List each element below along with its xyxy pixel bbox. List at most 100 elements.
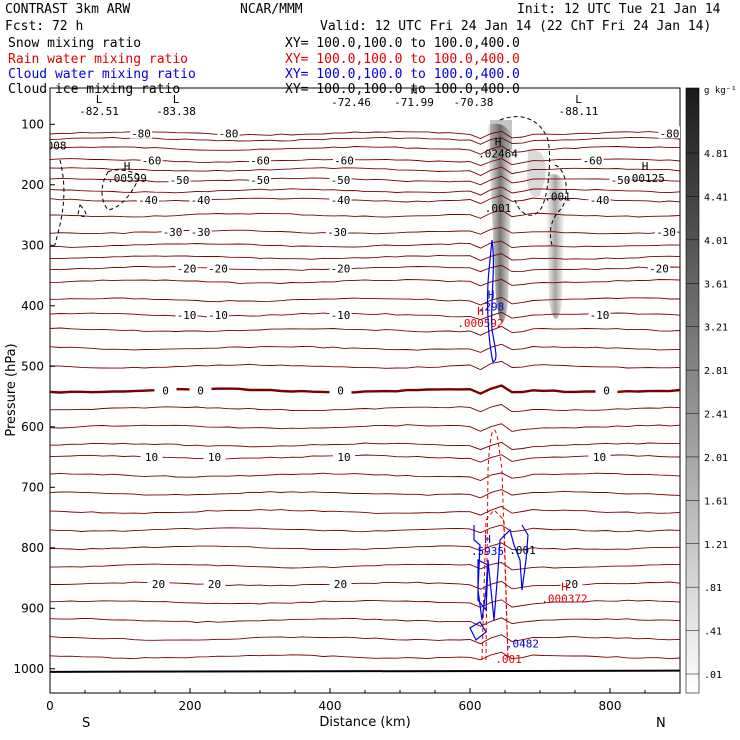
extremum-marker: H <box>488 289 495 302</box>
y-tick-label: 100 <box>21 117 44 131</box>
contour-label: -80 <box>219 127 239 140</box>
field-xy-rain: XY= 100.0,100.0 to 100.0,400.0 <box>285 52 520 67</box>
colorbar-tick-label: 4.81 <box>704 149 728 160</box>
y-tick-label: 500 <box>21 359 44 373</box>
contour-label-bg <box>329 577 352 590</box>
contour-label: 10 <box>145 451 158 464</box>
contour-label-bg <box>333 450 355 463</box>
temperature-contour-line <box>50 404 680 413</box>
contour-label: -40 <box>138 194 158 207</box>
extremum-value: -82.51 <box>79 105 119 118</box>
contour-label: 20 <box>208 578 221 591</box>
rain-contour-tower <box>485 429 509 661</box>
extremum-marker: H <box>124 160 131 173</box>
extremum-marker: L <box>96 93 103 106</box>
snow-plume-main <box>486 123 514 323</box>
contour-label-bg <box>249 153 271 166</box>
contour-label: 20 <box>152 578 165 591</box>
extremum-marker: H <box>561 580 568 593</box>
extremum-value: .02464 <box>478 148 518 161</box>
contour-label-bg <box>207 261 229 274</box>
extremum-value: .0482 <box>506 638 539 651</box>
contour-label-bg <box>189 192 212 205</box>
y-tick-label: 700 <box>21 480 44 494</box>
extremum-marker: H <box>477 305 484 318</box>
y-axis-title: Pressure (hPa) <box>4 343 19 436</box>
forecast-hour: Fcst: 72 h <box>5 19 83 34</box>
extremum-value: -83.38 <box>156 105 196 118</box>
field-name-cloud-water: Cloud water mixing ratio <box>8 67 196 82</box>
contour-label-bg <box>329 307 352 320</box>
extremum-value: .000372 <box>541 592 587 605</box>
extremum-value: -71.99 <box>394 96 434 109</box>
colorbar-tick-label: .01 <box>704 670 722 681</box>
colorbar-tick-label: 2.01 <box>704 453 728 464</box>
contour-label: -20 <box>331 262 351 275</box>
extremum-value: .001 <box>509 544 536 557</box>
temperature-contour-line <box>50 343 680 353</box>
contour-label-bg <box>560 577 583 590</box>
contour-label-bg <box>329 192 352 205</box>
center-title: NCAR/MMM <box>240 2 303 17</box>
contour-label: -50 <box>331 174 351 187</box>
extremum-marker: L <box>575 93 582 106</box>
contour-label: -10 <box>177 309 197 322</box>
temperature-contour-9 <box>50 580 680 590</box>
contour-label: 0 <box>162 385 169 398</box>
field-xy-cloud-ice: XY= 100.0,100.0 to 100.0,400.0 <box>285 82 520 97</box>
contour-label-bg <box>655 224 677 237</box>
valid-time: Valid: 12 UTC Fri 24 Jan 14 (22 ChT Fri … <box>320 19 711 34</box>
extremum-value: -88.11 <box>559 105 599 118</box>
y-tick-label: 300 <box>21 238 44 252</box>
contour-label: 10 <box>593 451 606 464</box>
cloud-water-lower <box>469 524 529 641</box>
contour-label: -40 <box>191 194 211 207</box>
colorbar-tick-label: .41 <box>704 627 722 638</box>
temperature-contour-line <box>50 145 680 155</box>
contour-label: -30 <box>327 226 347 239</box>
cloud-ice-contour-west <box>54 159 141 246</box>
y-tick-label: 400 <box>21 299 44 313</box>
y-tick-label: 1000 <box>13 662 44 676</box>
contour-label: -40 <box>331 194 351 207</box>
temperature-contour-line <box>50 240 680 249</box>
extremum-marker: L <box>173 93 180 106</box>
contour-label-bg <box>130 126 152 139</box>
temperature-contour-line <box>50 634 680 645</box>
colorbar-unit: g kg⁻¹ <box>704 86 737 96</box>
temperature-contour-4 <box>50 226 680 235</box>
contour-label: -20 <box>208 262 228 275</box>
snow-plume-main-top <box>490 120 512 150</box>
contour-label-bg <box>588 192 611 205</box>
cloud-water-upper <box>486 239 497 363</box>
temperature-contour-line <box>50 542 680 552</box>
x-axis-title: Distance (km) <box>319 715 410 730</box>
temperature-contour-line <box>50 360 680 371</box>
temperature-contour-line <box>50 651 680 661</box>
extremum-value: .001 <box>485 202 512 215</box>
contour-label-bg <box>588 450 611 463</box>
colorbar-tick-label: 2.81 <box>704 366 728 377</box>
temperature-contour-5 <box>50 264 680 273</box>
colorbar <box>685 87 700 694</box>
x-tick-label: 0 <box>46 699 54 713</box>
contour-label-bg <box>249 172 271 185</box>
temperature-contour-line <box>50 296 680 306</box>
contour-label: -80 <box>660 127 680 140</box>
contour-label: -30 <box>656 226 676 239</box>
contour-label: 10 <box>208 451 221 464</box>
contour-label: -10 <box>331 309 351 322</box>
contour-label-bg <box>147 577 170 590</box>
contour-label: -40 <box>590 194 610 207</box>
cloud-ice-contour <box>499 116 551 216</box>
field-name-cloud-ice: Cloud ice mixing ratio <box>8 82 180 97</box>
extremum-value: .00125 <box>625 172 665 185</box>
colorbar-tick-label: 2.41 <box>704 410 728 421</box>
contour-label-bg <box>137 192 159 205</box>
temperature-contour-line <box>50 562 680 571</box>
contour-label-bg <box>326 224 348 237</box>
temperature-contour-7 <box>50 384 680 395</box>
temperature-contour-6 <box>50 311 680 321</box>
colorbar-tick-label: 1.21 <box>704 540 728 551</box>
contour-label: 20 <box>334 578 347 591</box>
